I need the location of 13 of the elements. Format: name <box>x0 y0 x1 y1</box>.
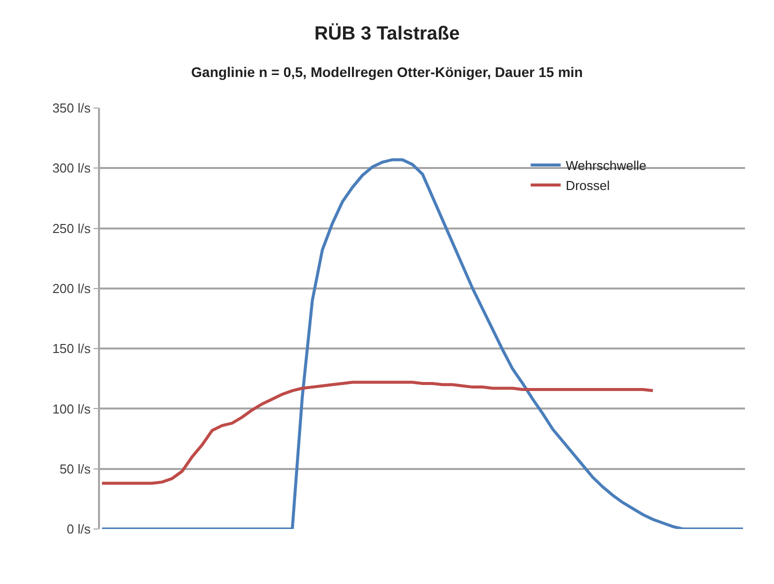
y-tick-label: 250 l/s <box>52 220 92 236</box>
chart-subtitle: Ganglinie n = 0,5, Modellregen Otter-Königer, Dauer 15 min <box>191 64 583 80</box>
y-tick-label: 100 l/s <box>52 401 92 416</box>
y-tick-label: 150 l/s <box>52 341 92 356</box>
y-tick-label: 300 l/s <box>52 160 92 176</box>
y-tick-label: 200 l/s <box>52 280 92 296</box>
chart-title: RÜB 3 Talstraße <box>314 22 460 45</box>
legend-label: Drossel <box>566 178 610 194</box>
y-tick-label: 350 l/s <box>52 100 92 116</box>
y-tick-label: 0 l/s <box>66 522 92 537</box>
line-series <box>100 380 654 485</box>
y-tick-label: 50 l/s <box>60 461 92 476</box>
legend-label: Wehrschwelle <box>566 158 646 174</box>
